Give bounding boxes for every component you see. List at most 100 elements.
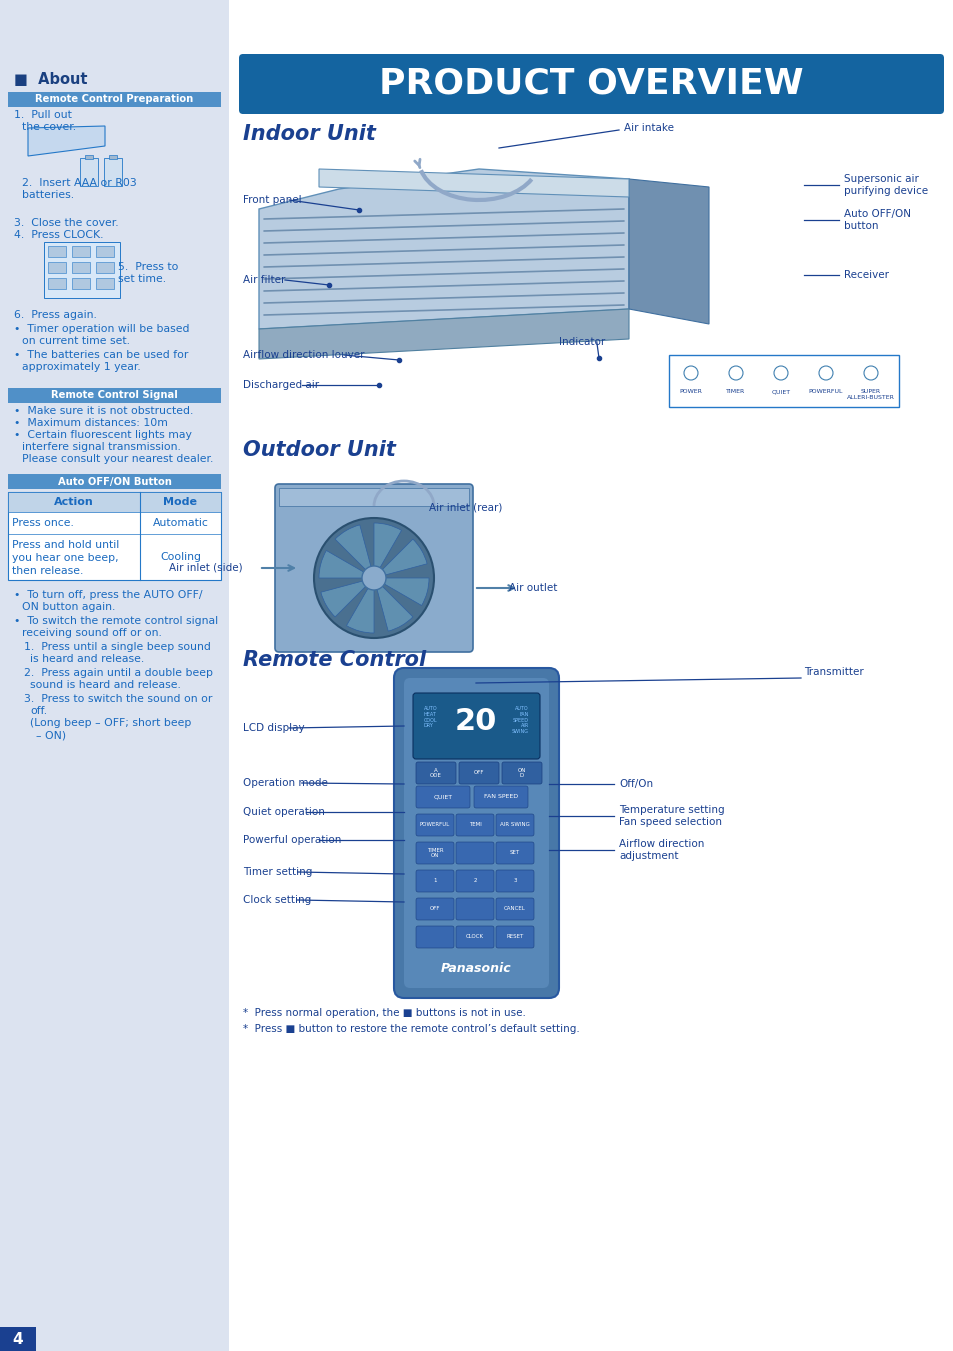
Bar (96, 262, 113, 273)
Text: POWERFUL: POWERFUL (419, 823, 450, 828)
Text: 2.  Insert AAA or R03: 2. Insert AAA or R03 (22, 178, 136, 188)
FancyBboxPatch shape (474, 786, 527, 808)
Text: Remote Control Preparation: Remote Control Preparation (35, 95, 193, 104)
Text: RESET: RESET (506, 935, 523, 939)
Text: Transmitter: Transmitter (803, 667, 862, 677)
Text: POWER: POWER (679, 389, 701, 394)
Text: then release.: then release. (12, 566, 83, 576)
Text: approximately 1 year.: approximately 1 year. (22, 362, 141, 372)
Bar (109, 155, 117, 159)
Bar (80, 158, 98, 186)
Polygon shape (628, 178, 708, 324)
FancyBboxPatch shape (496, 925, 534, 948)
Text: •  Make sure it is not obstructed.: • Make sure it is not obstructed. (14, 407, 193, 416)
Text: FAN SPEED: FAN SPEED (483, 794, 517, 800)
Polygon shape (258, 169, 628, 330)
Text: Air inlet (side): Air inlet (side) (170, 563, 243, 573)
Text: Panasonic: Panasonic (440, 962, 511, 974)
Wedge shape (374, 578, 413, 631)
Text: TIMER: TIMER (725, 389, 745, 394)
FancyBboxPatch shape (501, 762, 541, 784)
Bar (44, 242, 120, 299)
Text: AIR SWING: AIR SWING (499, 823, 529, 828)
FancyBboxPatch shape (496, 842, 534, 865)
Bar (96, 278, 113, 289)
Text: •  To turn off, press the AUTO OFF/: • To turn off, press the AUTO OFF/ (14, 590, 202, 600)
FancyBboxPatch shape (416, 898, 454, 920)
Text: Auto OFF/ON
button: Auto OFF/ON button (843, 209, 910, 231)
Text: Outdoor Unit: Outdoor Unit (243, 440, 395, 459)
Text: Remote Control: Remote Control (243, 650, 426, 670)
Text: Timer setting: Timer setting (243, 867, 312, 877)
Text: •  To switch the remote control signal: • To switch the remote control signal (14, 616, 218, 626)
Text: (Long beep – OFF; short beep: (Long beep – OFF; short beep (30, 717, 192, 728)
Bar (71, 246, 90, 257)
Text: 2: 2 (473, 878, 476, 884)
Text: 6.  Press again.: 6. Press again. (14, 309, 97, 320)
Bar (48, 262, 66, 273)
Bar (8, 492, 221, 580)
Text: set time.: set time. (118, 274, 166, 284)
FancyBboxPatch shape (416, 786, 470, 808)
FancyBboxPatch shape (458, 762, 498, 784)
FancyBboxPatch shape (416, 815, 454, 836)
Wedge shape (374, 578, 429, 605)
Text: interfere signal transmission.: interfere signal transmission. (22, 442, 181, 453)
Bar (8, 492, 221, 512)
Circle shape (314, 517, 434, 638)
Text: batteries.: batteries. (22, 190, 74, 200)
Text: you hear one beep,: you hear one beep, (12, 553, 118, 563)
FancyBboxPatch shape (496, 815, 534, 836)
Bar (668, 355, 898, 407)
Text: Clock setting: Clock setting (243, 894, 311, 905)
Wedge shape (320, 578, 374, 617)
Wedge shape (374, 539, 427, 578)
Text: the cover.: the cover. (22, 122, 76, 132)
Wedge shape (335, 526, 374, 578)
Text: QUIET: QUIET (771, 389, 790, 394)
Text: Air intake: Air intake (623, 123, 673, 132)
Text: OFF: OFF (429, 907, 439, 912)
Bar (104, 158, 122, 186)
Text: Action: Action (54, 497, 93, 507)
Text: Airflow direction
adjustment: Airflow direction adjustment (618, 839, 703, 861)
FancyBboxPatch shape (456, 925, 494, 948)
Text: Off/On: Off/On (618, 780, 653, 789)
FancyBboxPatch shape (416, 925, 454, 948)
FancyBboxPatch shape (274, 484, 473, 653)
Text: Supersonic air
purifying device: Supersonic air purifying device (843, 174, 927, 196)
Text: 4.  Press CLOCK.: 4. Press CLOCK. (14, 230, 103, 240)
Text: 4: 4 (12, 1332, 23, 1347)
Text: off.: off. (30, 707, 47, 716)
Text: 3.  Press to switch the sound on or: 3. Press to switch the sound on or (24, 694, 213, 704)
Bar (71, 262, 90, 273)
Text: *  Press normal operation, the ■ buttons is not in use.: * Press normal operation, the ■ buttons … (243, 1008, 525, 1019)
Text: Airflow direction louver: Airflow direction louver (243, 350, 364, 359)
Text: •  Timer operation will be based: • Timer operation will be based (14, 324, 190, 334)
Text: Press and hold until: Press and hold until (12, 540, 119, 550)
FancyBboxPatch shape (403, 678, 548, 988)
Text: on current time set.: on current time set. (22, 336, 130, 346)
Text: 3: 3 (513, 878, 517, 884)
Bar (85, 155, 92, 159)
Text: QUIET: QUIET (433, 794, 452, 800)
Bar (8, 474, 221, 489)
Text: Indoor Unit: Indoor Unit (243, 124, 375, 145)
Text: sound is heard and release.: sound is heard and release. (30, 680, 181, 690)
FancyBboxPatch shape (394, 667, 558, 998)
Text: •  Maximum distances: 10m: • Maximum distances: 10m (14, 417, 168, 428)
Text: – ON): – ON) (36, 730, 66, 740)
Text: Quiet operation: Quiet operation (243, 807, 325, 817)
Text: CLOCK: CLOCK (465, 935, 483, 939)
FancyBboxPatch shape (456, 870, 494, 892)
Text: ON
D: ON D (517, 767, 526, 778)
Text: Receiver: Receiver (843, 270, 888, 280)
Text: 1.  Press until a single beep sound: 1. Press until a single beep sound (24, 642, 211, 653)
Bar (71, 278, 90, 289)
Text: Air inlet (rear): Air inlet (rear) (429, 503, 502, 513)
Text: PRODUCT OVERVIEW: PRODUCT OVERVIEW (378, 68, 803, 101)
Circle shape (361, 566, 386, 590)
FancyBboxPatch shape (456, 842, 494, 865)
FancyBboxPatch shape (413, 693, 539, 759)
Polygon shape (28, 126, 105, 155)
